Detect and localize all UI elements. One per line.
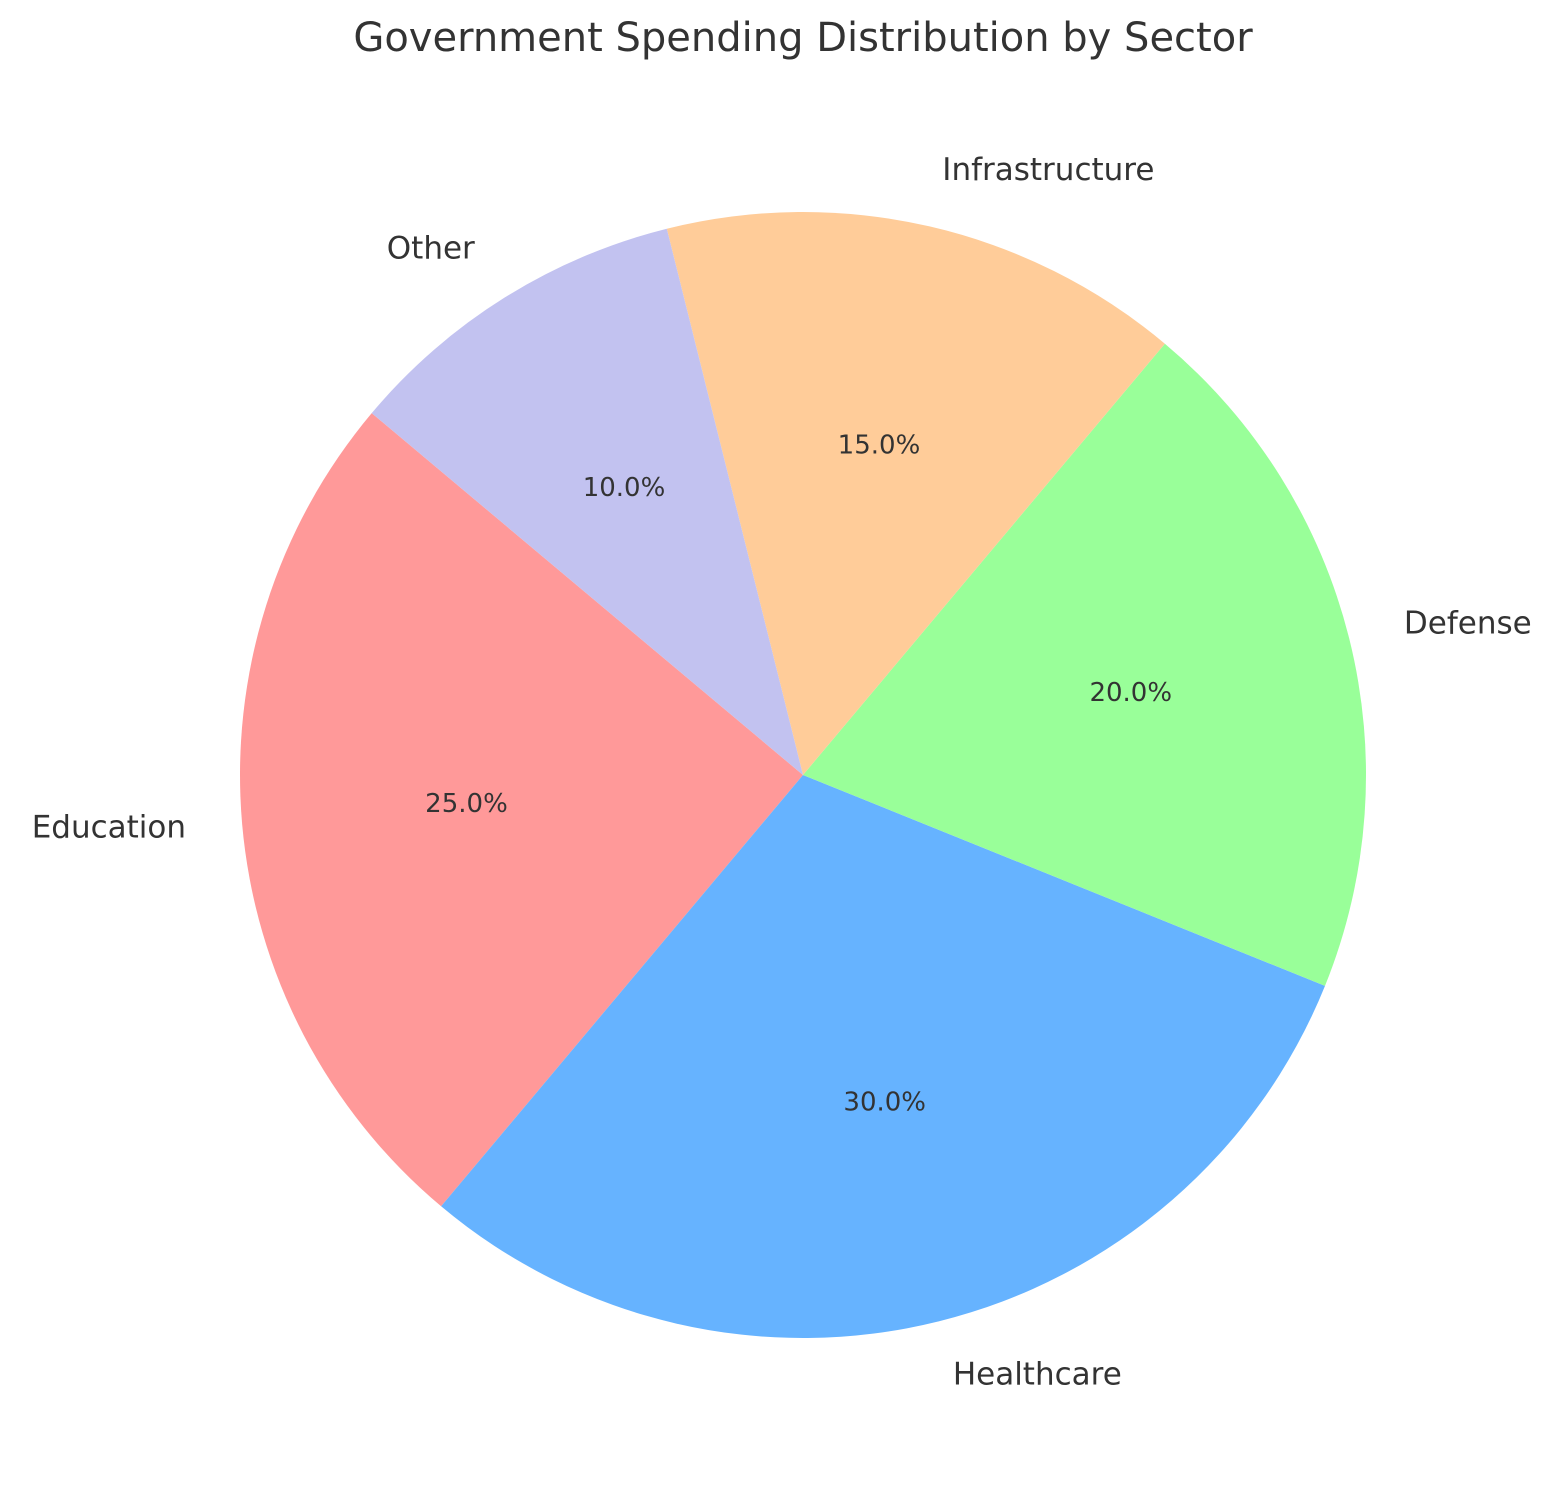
pie-slice <box>239 413 803 1207</box>
pie-slice <box>371 228 803 775</box>
pie-slice <box>441 775 1326 1338</box>
slice-label: Education <box>32 809 186 845</box>
slice-label: Other <box>387 230 475 266</box>
percent-label: 30.0% <box>843 1087 926 1117</box>
percent-label: 15.0% <box>838 430 921 460</box>
pie-slice <box>803 343 1366 986</box>
percent-label: 10.0% <box>583 473 666 503</box>
slice-label: Infrastructure <box>942 152 1154 188</box>
pie-slice <box>666 212 1165 775</box>
percent-label: 25.0% <box>425 789 508 819</box>
percent-label: 20.0% <box>1089 678 1172 708</box>
slice-label: Healthcare <box>953 1356 1122 1392</box>
slice-label: Defense <box>1404 606 1532 642</box>
chart-title: Government Spending Distribution by Sect… <box>353 15 1253 61</box>
